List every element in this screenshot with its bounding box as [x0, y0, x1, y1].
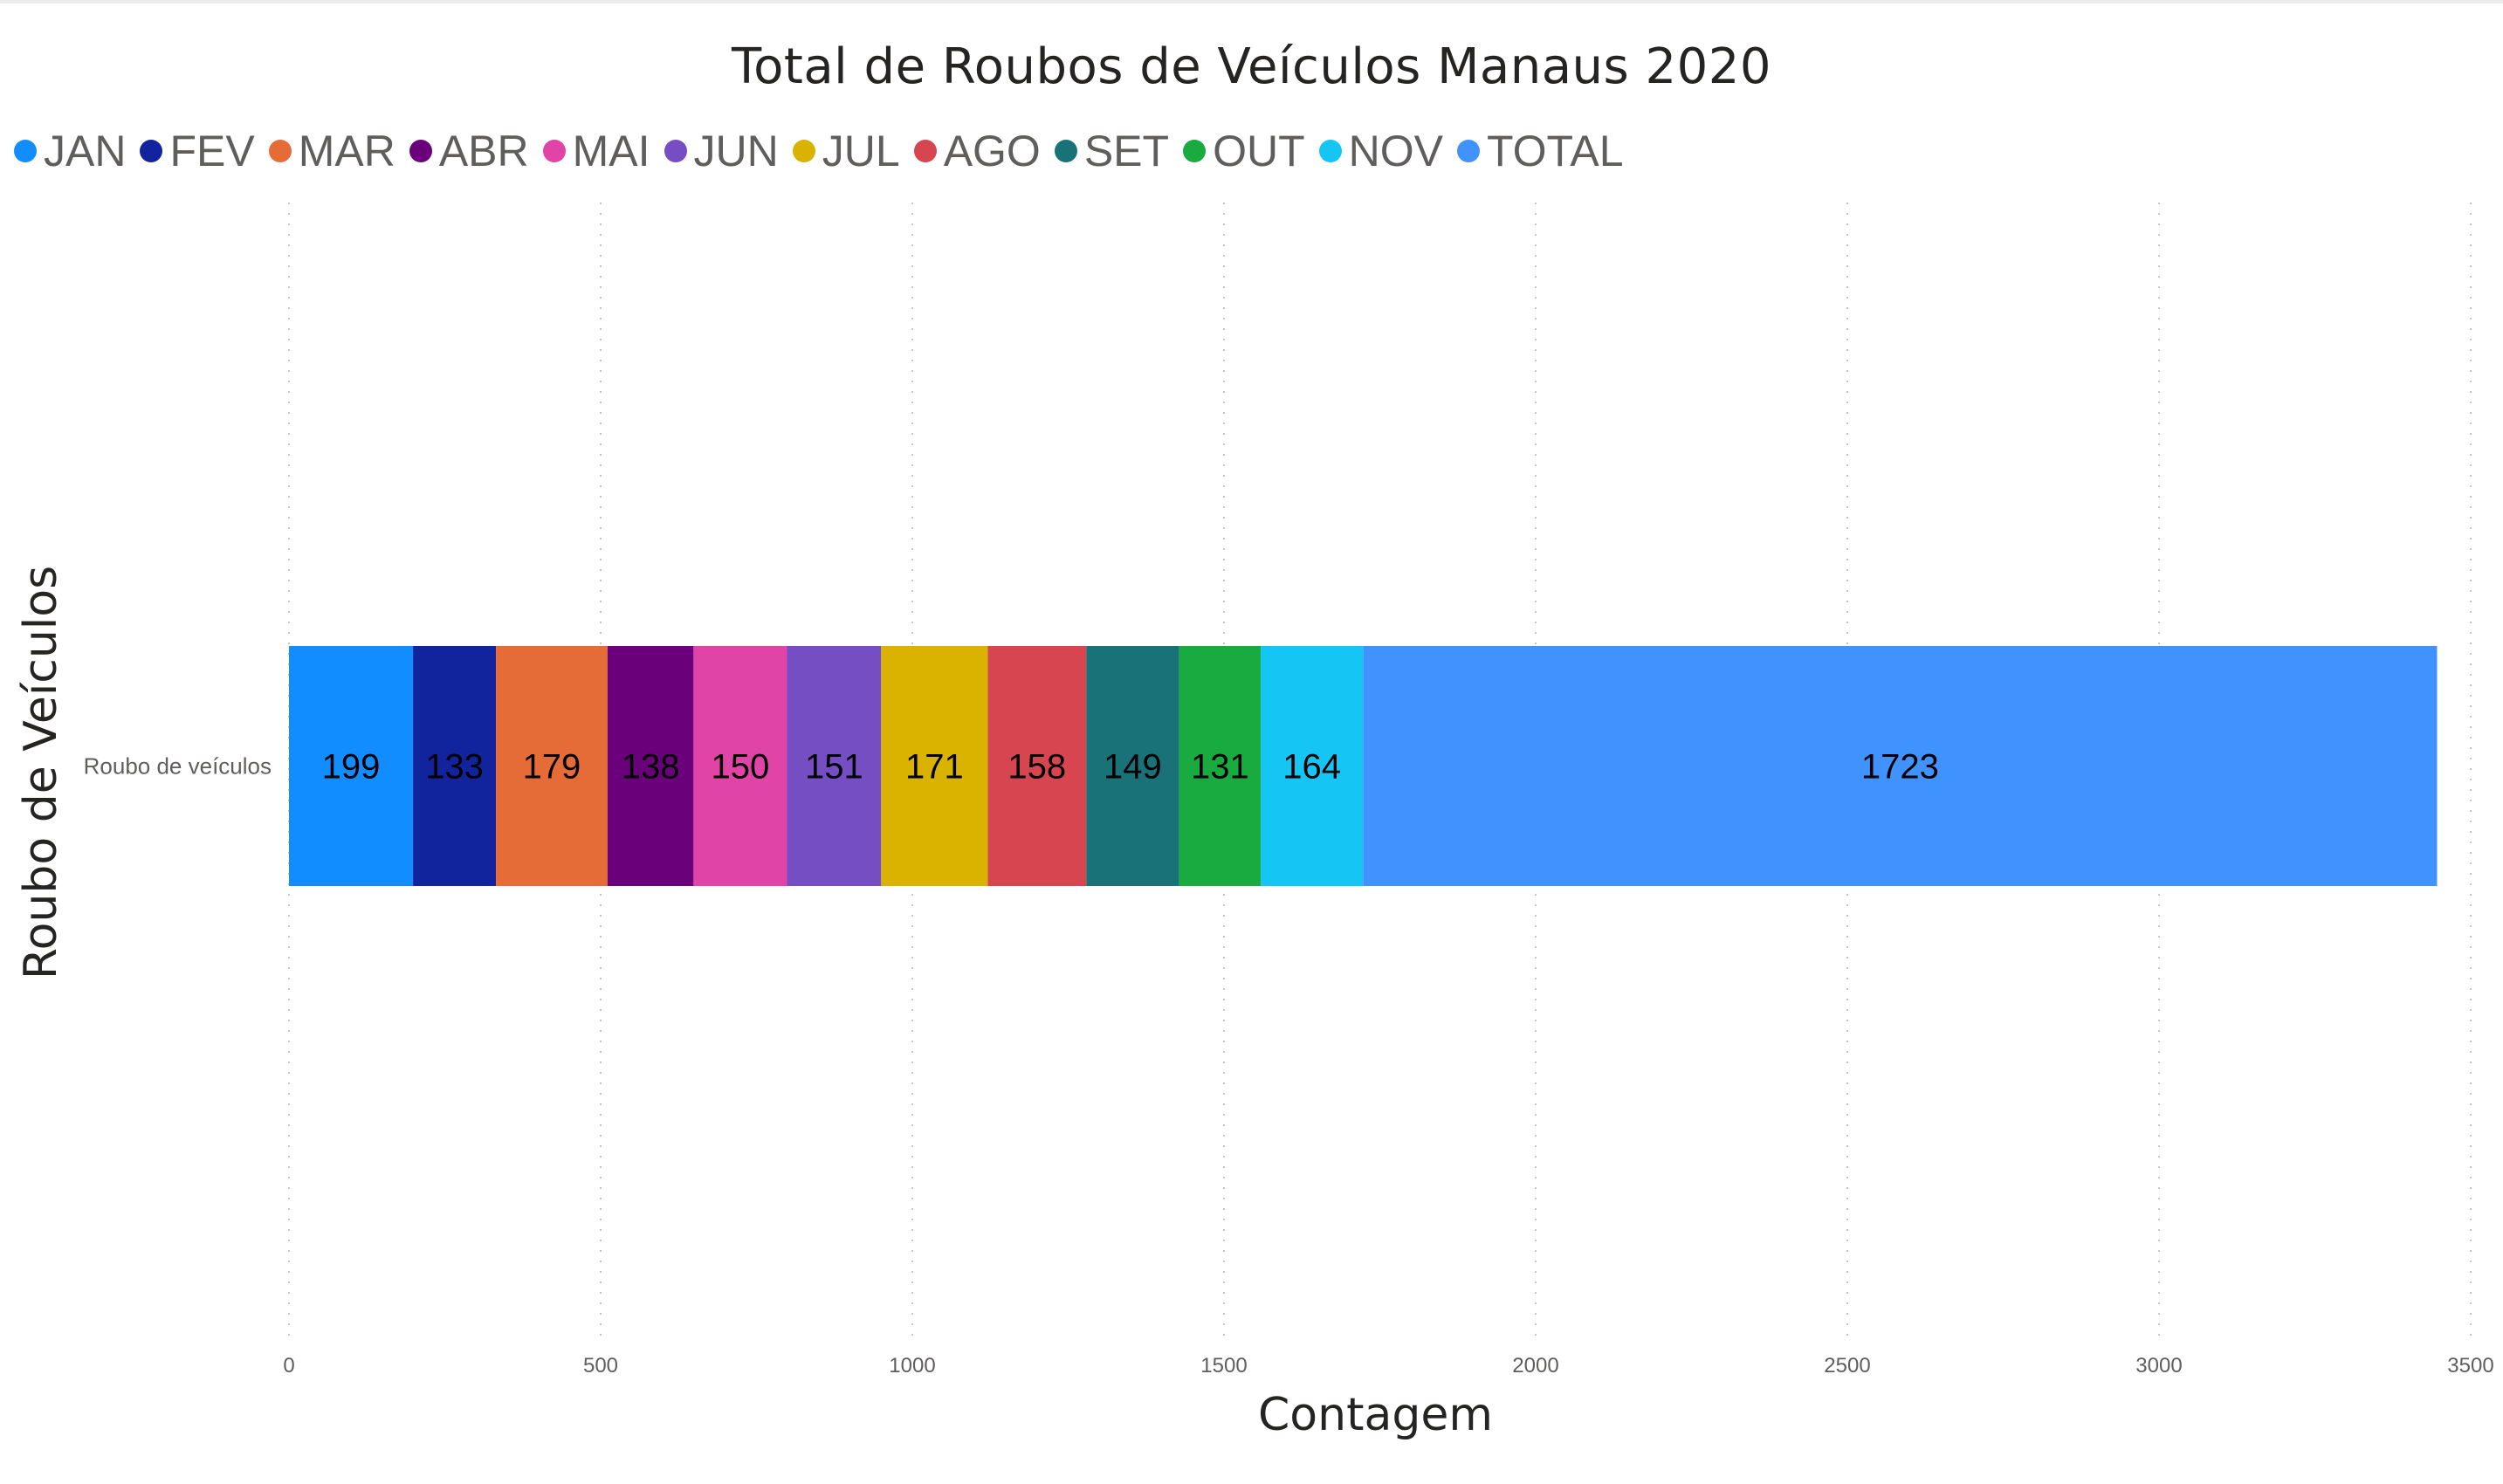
legend-label: MAI: [572, 127, 650, 175]
legend-dot: [140, 140, 163, 162]
data-label-jul: 171: [905, 748, 964, 787]
bar-segment-jul[interactable]: [881, 646, 988, 886]
legend-item-total[interactable]: TOTAL: [1456, 126, 1624, 176]
x-axis-title: Contagem: [1258, 1389, 1493, 1441]
legend-dot: [542, 140, 566, 162]
legend-dot: [409, 140, 432, 162]
legend-dot: [664, 140, 687, 162]
legend-label: JUL: [822, 127, 900, 175]
legend-label: NOV: [1348, 127, 1443, 175]
x-tick-label: 3000: [2135, 1354, 2182, 1378]
bar-segment-ago[interactable]: [987, 646, 1087, 886]
bar-segment-nov[interactable]: [1261, 646, 1364, 886]
legend-item-fev[interactable]: FEV: [140, 126, 255, 176]
bar-segment-total[interactable]: [1363, 646, 2438, 886]
data-label-jan: 199: [322, 748, 381, 787]
legend-item-jul[interactable]: JUL: [792, 126, 900, 176]
legend: JAN FEV MAR ABR MAI JUN JUL AGO SET OUT NOV TOTAL: [14, 120, 1638, 182]
legend-item-abr[interactable]: ABR: [409, 126, 529, 176]
y-category-label: Roubo de veículos: [84, 753, 272, 780]
legend-item-mai[interactable]: MAI: [542, 126, 650, 176]
legend-item-jun[interactable]: JUN: [664, 126, 779, 176]
legend-item-mar[interactable]: MAR: [268, 126, 395, 176]
legend-item-ago[interactable]: AGO: [913, 126, 1041, 176]
legend-label: FEV: [169, 127, 255, 175]
legend-dot: [1183, 140, 1207, 162]
bar-segment-set[interactable]: [1086, 646, 1179, 886]
bar-segment-jan[interactable]: [289, 646, 414, 886]
x-tick-label: 0: [283, 1354, 294, 1378]
legend-label: SET: [1083, 127, 1170, 175]
data-label-set: 149: [1104, 748, 1162, 787]
legend-dot: [792, 140, 815, 162]
legend-label: TOTAL: [1486, 127, 1624, 175]
bar-stack: [289, 646, 2438, 886]
legend-dot: [913, 140, 937, 162]
legend-label: AGO: [943, 127, 1041, 175]
data-label-mai: 150: [712, 748, 770, 787]
data-label-ago: 158: [1007, 748, 1066, 787]
bar-segment-fev[interactable]: [413, 646, 497, 886]
data-labels: 199 133 179 138 150 151 171 158 149 131 164 1723: [322, 748, 1939, 787]
legend-item-out[interactable]: OUT: [1183, 126, 1305, 176]
data-label-abr: 138: [622, 748, 680, 787]
data-label-out: 131: [1191, 748, 1249, 787]
legend-dot: [14, 140, 37, 162]
chart-title: Total de Roubos de Veículos Manaus 2020: [731, 38, 1772, 95]
x-tick-label: 2000: [1512, 1354, 1558, 1378]
bar-segment-mar[interactable]: [496, 646, 608, 886]
x-axis-ticks: 0 500 1000 1500 2000 2500 3000 3500: [283, 1354, 2493, 1378]
legend-item-nov[interactable]: NOV: [1318, 126, 1443, 176]
x-tick-label: 1500: [1200, 1354, 1247, 1378]
x-tick-label: 3500: [2447, 1354, 2493, 1378]
legend-label: OUT: [1213, 127, 1305, 175]
bar-segment-mai[interactable]: [693, 646, 787, 886]
data-label-mar: 179: [523, 748, 581, 787]
legend-dot: [1456, 140, 1480, 162]
x-tick-label: 1000: [889, 1354, 935, 1378]
data-label-jun: 151: [805, 748, 863, 787]
x-tick-label: 500: [583, 1354, 618, 1378]
bar-segment-abr[interactable]: [607, 646, 694, 886]
x-tick-label: 2500: [1824, 1354, 1870, 1378]
legend-label: ABR: [438, 127, 529, 175]
legend-label: MAR: [298, 127, 395, 175]
legend-label: JUN: [693, 127, 779, 175]
legend-label: JAN: [44, 127, 127, 175]
data-label-fev: 133: [425, 748, 484, 787]
y-axis-title: Roubo de Veículos: [15, 566, 67, 979]
data-label-total: 1723: [1861, 748, 1939, 787]
legend-dot: [268, 140, 292, 162]
legend-item-jan[interactable]: JAN: [14, 126, 126, 176]
legend-dot: [1054, 140, 1077, 162]
legend-dot: [1318, 140, 1342, 162]
bar-segment-jun[interactable]: [787, 646, 882, 886]
bar-segment-out[interactable]: [1179, 646, 1262, 886]
data-label-nov: 164: [1282, 748, 1341, 787]
legend-item-set[interactable]: SET: [1054, 126, 1170, 176]
top-border: [0, 0, 2503, 3]
